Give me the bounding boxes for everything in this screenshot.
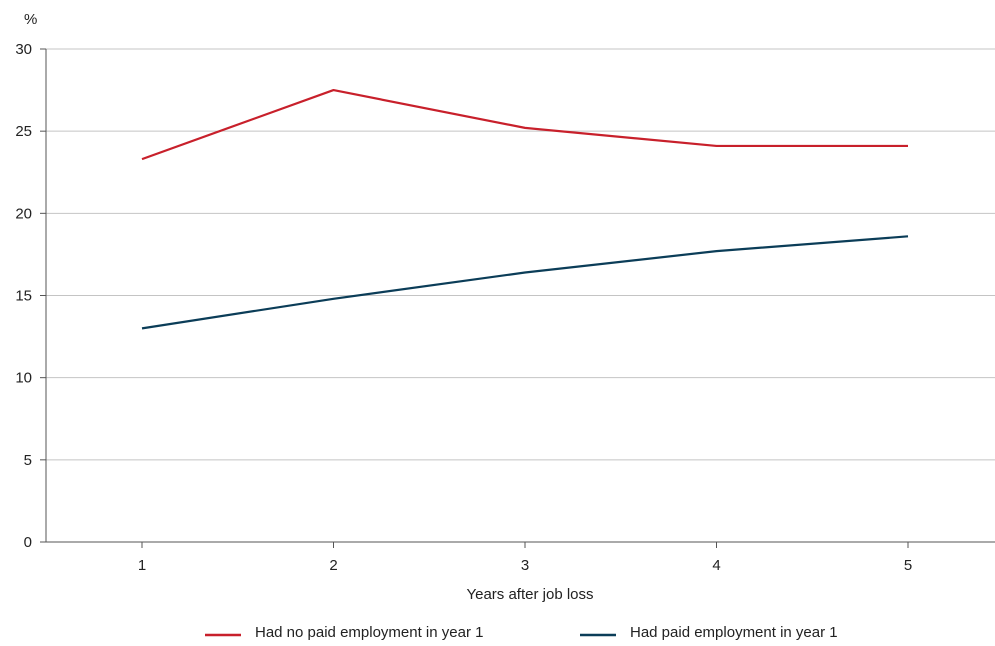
series-line-2 — [141, 235, 909, 330]
series-line-1 — [141, 88, 908, 161]
y-tick-label: 10 — [15, 370, 32, 387]
x-tick-label: 1 — [138, 557, 146, 574]
y-tick-label: 15 — [15, 288, 32, 305]
x-tick-label: 3 — [521, 557, 529, 574]
x-tick-label: 4 — [712, 557, 720, 574]
gridlines — [46, 48, 995, 461]
x-axis-tick-labels: 1 2 3 4 5 — [138, 542, 912, 574]
y-tick-label: 30 — [15, 41, 32, 58]
y-tick-label: 0 — [24, 534, 32, 551]
x-tick-label: 2 — [329, 557, 337, 574]
y-axis-tick-labels: 0 5 10 15 20 25 30 — [15, 41, 46, 551]
y-tick-label: 20 — [15, 205, 32, 222]
legend-label-2: Had paid employment in year 1 — [630, 624, 838, 641]
x-tick-label: 5 — [904, 557, 912, 574]
legend-label-1: Had no paid employment in year 1 — [255, 624, 483, 641]
series-lines — [141, 88, 909, 330]
y-axis-unit-label: % — [24, 11, 37, 28]
x-axis-label: Years after job loss — [466, 586, 593, 603]
legend: Had no paid employment in year 1 Had paid… — [205, 624, 838, 641]
y-tick-label: 25 — [15, 123, 32, 140]
y-tick-label: 5 — [24, 452, 32, 469]
